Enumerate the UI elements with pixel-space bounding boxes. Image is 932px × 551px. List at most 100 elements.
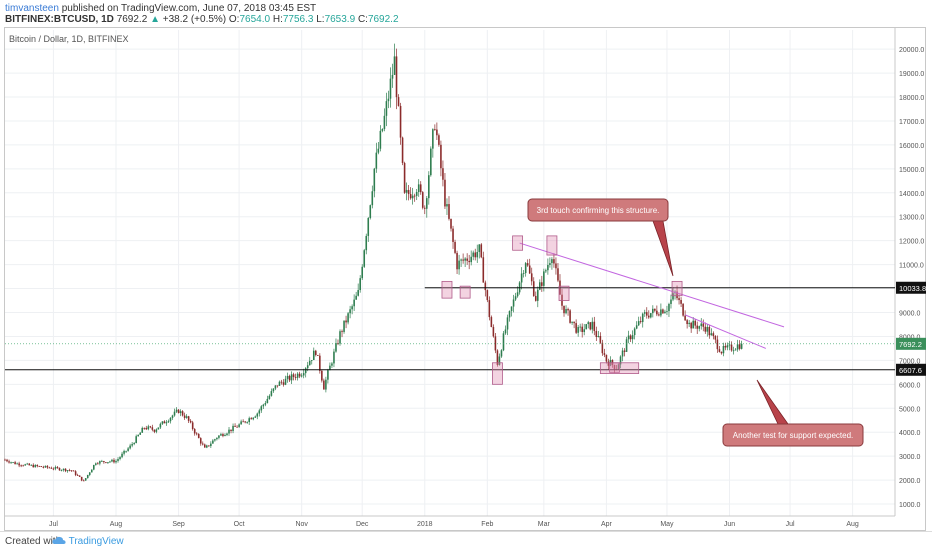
y-tick-label: 3000.0 xyxy=(899,454,921,461)
candle-body xyxy=(692,320,694,329)
candle-body xyxy=(92,464,95,470)
candle xyxy=(405,182,408,201)
candle xyxy=(591,317,594,334)
candle xyxy=(262,403,265,409)
touch-highlight-box xyxy=(512,235,524,251)
candle-body xyxy=(708,326,711,336)
candle-body xyxy=(645,312,648,316)
candle xyxy=(115,459,117,464)
candle xyxy=(480,243,483,259)
candle-body xyxy=(76,475,79,476)
author-name[interactable]: timvansteen xyxy=(5,3,59,14)
candle-body xyxy=(619,356,622,365)
candle xyxy=(666,305,668,315)
touch-highlight-box xyxy=(441,280,453,299)
candle-body xyxy=(678,298,680,301)
candle xyxy=(367,217,370,242)
candle-body xyxy=(24,464,26,466)
candle xyxy=(625,336,628,352)
candle xyxy=(456,250,458,274)
candle xyxy=(508,310,511,322)
candle-body xyxy=(64,468,67,472)
candle-body xyxy=(224,434,226,437)
candle xyxy=(290,371,293,384)
candle-body xyxy=(583,329,586,333)
candle xyxy=(391,63,394,88)
candle xyxy=(270,388,273,397)
candle xyxy=(680,297,682,307)
candle-body xyxy=(486,290,489,301)
candle xyxy=(692,316,694,329)
candle-body xyxy=(593,321,596,332)
candle xyxy=(403,161,406,194)
candle-body xyxy=(137,434,139,437)
candle-body xyxy=(502,333,505,351)
candle xyxy=(452,225,454,249)
candle-body xyxy=(589,322,592,330)
candle-body xyxy=(18,463,20,466)
candle xyxy=(442,160,444,187)
candle-body xyxy=(577,327,579,333)
last-price: 7692.2 xyxy=(116,14,148,25)
candle-body xyxy=(405,189,408,193)
candle-body xyxy=(643,312,646,314)
candle-body xyxy=(288,375,291,381)
candle xyxy=(696,321,699,334)
candle-body xyxy=(177,409,180,414)
candle-body xyxy=(240,421,242,425)
candle xyxy=(486,289,489,303)
candle-body xyxy=(341,331,343,333)
candle-body xyxy=(66,470,69,472)
candle-body xyxy=(10,462,12,463)
candle xyxy=(430,146,432,177)
candle xyxy=(484,280,487,297)
candle xyxy=(82,479,85,482)
y-tick-label: 12000.0 xyxy=(899,239,924,246)
candle xyxy=(712,331,715,340)
candle-body xyxy=(571,321,573,323)
candle-body xyxy=(720,351,723,354)
candle-body xyxy=(375,152,378,169)
candle-body xyxy=(417,184,420,192)
candle xyxy=(381,128,384,133)
y-tick-label: 20000.0 xyxy=(899,47,924,54)
candle-body xyxy=(357,290,359,296)
candle xyxy=(417,179,420,197)
chart-frame xyxy=(4,27,926,531)
symbol-label: BITFINEX:BTCUSD, 1D xyxy=(5,14,114,25)
candle xyxy=(36,464,39,468)
candle-body xyxy=(260,406,263,411)
candle-body xyxy=(641,313,644,323)
candle xyxy=(575,319,577,334)
candle-body xyxy=(490,317,493,327)
candle xyxy=(329,362,331,371)
candle-body xyxy=(718,349,721,352)
published-text: published on TradingView.com, June 07, 2… xyxy=(61,3,317,14)
candle-body xyxy=(46,465,49,468)
candle xyxy=(722,342,725,357)
candle-body xyxy=(181,411,184,416)
candle-body xyxy=(478,244,481,252)
candle xyxy=(662,308,664,314)
candle-body xyxy=(115,460,117,463)
candle xyxy=(593,316,596,336)
candle-body xyxy=(302,373,305,376)
candle-body xyxy=(238,424,240,428)
candle-body xyxy=(337,343,339,344)
candle xyxy=(278,380,281,386)
candle-body xyxy=(272,388,275,392)
candle-body xyxy=(706,326,709,332)
candle-body xyxy=(298,373,301,377)
candle-body xyxy=(16,463,18,465)
candle xyxy=(627,330,630,344)
candle xyxy=(474,248,477,261)
tradingview-logo[interactable]: TradingView xyxy=(52,535,124,547)
candle xyxy=(90,469,93,473)
candle xyxy=(389,67,392,108)
candle-body xyxy=(381,128,384,131)
candle-body xyxy=(113,459,115,463)
candle-body xyxy=(442,168,444,180)
candle xyxy=(78,475,81,477)
candle xyxy=(708,324,711,339)
